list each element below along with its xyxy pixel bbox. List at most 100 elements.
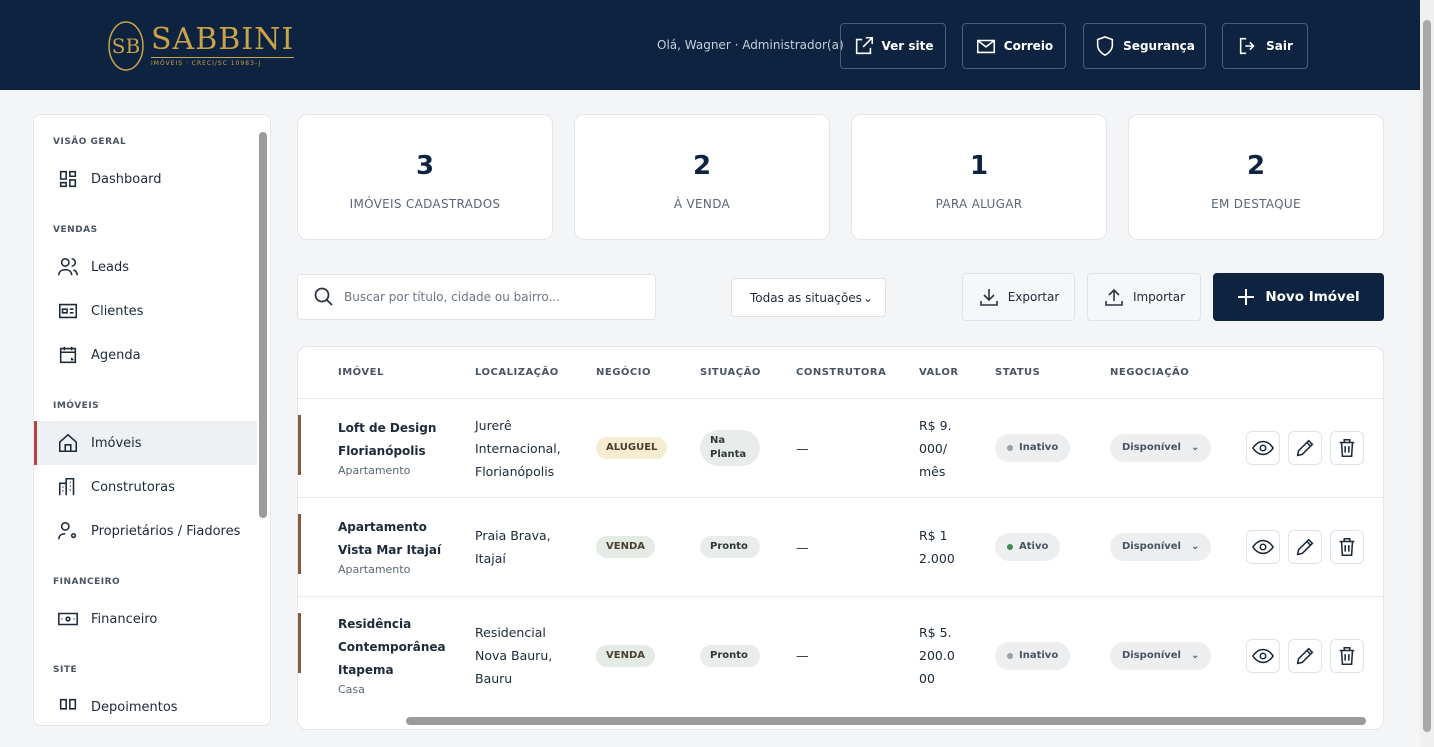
status-label: Inativo [1019, 442, 1059, 453]
header-button[interactable]: Sair [1222, 23, 1308, 69]
action-button[interactable] [1330, 638, 1364, 673]
negotiation-select[interactable]: Disponível ⌄ [1110, 641, 1212, 670]
action-button[interactable] [1330, 530, 1364, 564]
icon [58, 612, 78, 626]
icon [1252, 440, 1274, 456]
chevron: ⌄ [1190, 649, 1200, 661]
location: Residencial Nova Bauru, Bauru [475, 625, 553, 686]
page-scroll-thumb [1423, 20, 1431, 732]
header-button[interactable]: Correio [962, 23, 1066, 69]
column-header: NEGÓCIO [596, 367, 651, 378]
negotiation-label: Disponível [1122, 541, 1181, 552]
cell: VENDA [596, 597, 655, 714]
action-button[interactable] [1246, 530, 1280, 564]
property-type: Apartamento [338, 464, 411, 477]
cell: Inativo [995, 597, 1071, 714]
nav-item[interactable]: Depoimentos [34, 685, 257, 725]
chevron: ⌄ [862, 290, 873, 305]
nav-item[interactable]: Proprietários / Fiadores [34, 509, 257, 553]
header-button[interactable]: Segurança [1083, 23, 1206, 69]
deal-badge: ALUGUEL [596, 437, 668, 459]
header-button-label: Sair [1266, 39, 1293, 53]
nav-section-title: VENDAS [53, 225, 98, 235]
nav-item[interactable]: Leads [34, 245, 257, 289]
negotiation-select[interactable]: Disponível ⌄ [1110, 533, 1212, 561]
status-dot [1007, 445, 1013, 451]
action-button[interactable] [1246, 638, 1280, 673]
logo-mark: SB [108, 21, 144, 71]
table-row: Residência Contemporânea Itapema Casa Resi… [298, 596, 1383, 714]
action-button[interactable] [1288, 530, 1322, 564]
negotiation-label: Disponível [1122, 649, 1181, 661]
location: Jurerê Internacional, Florianópolis [475, 417, 561, 479]
cell: R$ 12.000 [919, 498, 957, 596]
chevron: ⌄ [1190, 541, 1200, 552]
action-button[interactable] [1246, 431, 1280, 465]
icon [1339, 646, 1355, 665]
price: R$ 12.000 [919, 528, 955, 566]
nav-section-title: FINANCEIRO [53, 577, 121, 587]
header: SB SABBINI IMÓVEIS · CRECI/SC 10983-J Olá… [0, 0, 1420, 90]
header-button[interactable]: Ver site [840, 23, 946, 69]
export-label: Exportar [1007, 290, 1060, 304]
export-button[interactable]: Exportar [962, 273, 1075, 321]
status-badge: Inativo [995, 641, 1071, 670]
status-label: Inativo [1019, 649, 1059, 661]
column-header: LOCALIZAÇÃO [475, 367, 559, 378]
new-button[interactable]: Novo Imóvel [1213, 273, 1384, 321]
negotiation-select[interactable]: Disponível ⌄ [1110, 434, 1212, 462]
stat-card: 2 EM DESTAQUE [1128, 114, 1384, 240]
cell: Disponível ⌄ [1110, 399, 1212, 497]
filter[interactable]: Todas as situações ⌄ [731, 278, 886, 317]
cell: Na Planta [700, 399, 760, 497]
cell: Residência Contemporânea Itapema Casa [338, 597, 450, 714]
nav-item-label: Construtoras [91, 479, 175, 495]
action-button[interactable] [1330, 431, 1364, 465]
cell: — [796, 399, 809, 497]
icon [58, 477, 75, 496]
nav-item[interactable]: Clientes [34, 289, 257, 333]
nav-item[interactable]: Financeiro [34, 597, 257, 641]
nav-item-label: Imóveis [91, 435, 142, 451]
status-badge: Inativo [995, 434, 1071, 462]
nav-item-label: Dashboard [91, 171, 162, 187]
icon [58, 257, 78, 276]
icon [1296, 538, 1314, 556]
import-label: Importar [1132, 290, 1186, 304]
nav-item[interactable]: Imóveis [34, 421, 257, 465]
icon [58, 521, 77, 540]
icon [1252, 539, 1274, 555]
search[interactable]: Buscar por título, cidade ou bairro... [297, 274, 656, 320]
actions [1246, 597, 1372, 714]
cell: Inativo [995, 399, 1071, 497]
logo: SB SABBINI IMÓVEIS · CRECI/SC 10983-J [107, 20, 295, 72]
import-button[interactable]: Importar [1087, 273, 1201, 321]
icon [1252, 648, 1274, 663]
filter-label: Todas as situações [750, 290, 862, 305]
cell: Disponível ⌄ [1110, 498, 1212, 596]
stat-card: 2 À VENDA [574, 114, 830, 240]
cell: VENDA [596, 498, 655, 596]
cell: Loft de Design Florianópolis Apartamento [338, 399, 450, 497]
cell: — [796, 498, 809, 596]
page-scrollbar [1420, 0, 1434, 747]
header-button-label: Segurança [1123, 39, 1195, 53]
status-dot [1007, 652, 1013, 659]
thumbnail [298, 415, 301, 475]
table-row: Loft de Design Florianópolis Apartamento J… [298, 398, 1383, 497]
sidebar: VISÃO GERAL Dashboard VENDAS Leads Clientes A… [33, 114, 271, 726]
cell: R$ 9.000/mês [919, 399, 957, 497]
status-dot [1007, 544, 1013, 550]
brand-sub: IMÓVEIS · CRECI/SC 10983-J [151, 57, 295, 67]
action-button[interactable] [1288, 431, 1322, 465]
table-scrollbar [406, 717, 1366, 725]
situation-badge: Na Planta [700, 430, 760, 466]
nav-item[interactable]: Construtoras [34, 465, 257, 509]
nav-item[interactable]: Agenda [34, 333, 257, 377]
action-button[interactable] [1288, 638, 1322, 673]
nav-item[interactable]: Dashboard [34, 157, 257, 201]
nav-item-label: Clientes [91, 303, 144, 319]
export-icon [979, 289, 998, 306]
sidebar-scrollbar [259, 132, 267, 518]
